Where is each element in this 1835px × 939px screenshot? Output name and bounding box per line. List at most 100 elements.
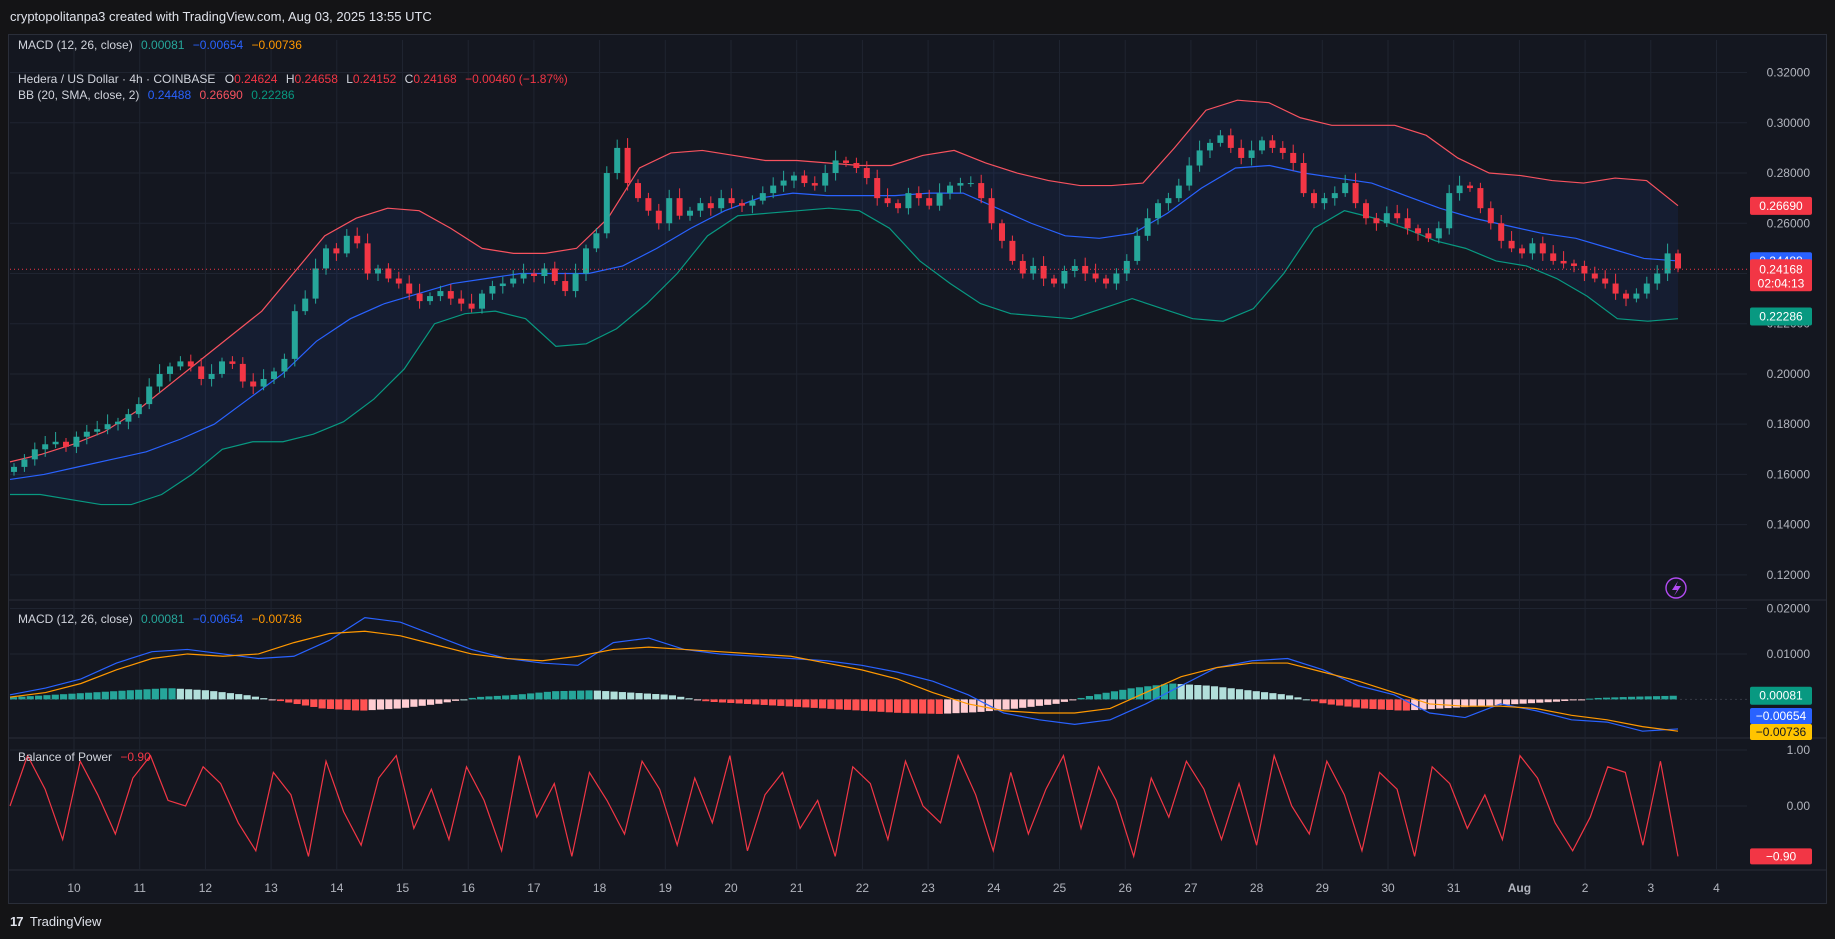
time-tick-label: 14	[330, 881, 344, 895]
candle-body	[531, 273, 537, 276]
time-tick-label: 27	[1184, 881, 1198, 895]
time-tick-label: 10	[67, 881, 81, 895]
bb-basis-value: 0.24488	[147, 88, 192, 102]
time-tick-label: 4	[1713, 881, 1720, 895]
price-pane[interactable]	[9, 99, 1747, 506]
candle-body	[895, 203, 901, 209]
macd-histogram-bar	[276, 699, 285, 702]
macd-histogram-bar	[26, 696, 34, 700]
candle-body	[1061, 270, 1068, 284]
macd-histogram-bar	[360, 699, 368, 711]
candle-body	[947, 185, 953, 194]
candle-body	[1019, 260, 1026, 274]
candle-body	[915, 193, 922, 199]
macd-histogram-bar	[1577, 699, 1586, 701]
bb-label: BB (20, SMA, close, 2)	[18, 88, 140, 102]
candle-body	[687, 210, 693, 216]
candle-body	[780, 180, 787, 186]
time-tick-label: 2	[1582, 881, 1589, 895]
bop-label: Balance of Power	[18, 750, 113, 764]
time-tick-label: 26	[1119, 881, 1133, 895]
macd-histogram-bar	[1210, 686, 1219, 700]
macd-histogram-bar	[810, 699, 818, 708]
macd-histogram-bar	[226, 693, 234, 700]
signal-line	[9, 630, 1679, 732]
candle-body	[593, 233, 600, 249]
price-axis: 0.320000.300000.280000.260000.240000.220…	[1767, 66, 1811, 813]
macd-histogram-bar	[960, 699, 968, 713]
macd-line-price-label-bg	[1750, 708, 1812, 724]
macd-histogram-bar	[326, 699, 335, 709]
macd-histogram-bar	[1044, 699, 1052, 705]
macd-histogram-bar	[1377, 699, 1385, 710]
macd-histogram-bar	[627, 692, 635, 700]
macd-histogram-bar	[869, 699, 877, 712]
alert-icon[interactable]	[1665, 577, 1687, 599]
macd-histogram-bar	[35, 695, 43, 700]
macd-histogram-bar	[610, 691, 618, 700]
candle-body	[42, 444, 49, 450]
candle-body	[697, 203, 704, 211]
macd-histogram-bar	[293, 699, 301, 705]
macd-legend[interactable]: MACD (12, 26, close) 0.00081 −0.00654 −0…	[18, 612, 307, 626]
macd-histogram-bar	[1060, 699, 1068, 702]
candle-body	[271, 371, 277, 379]
macd-histogram-bar	[844, 699, 852, 710]
macd-histogram-bar	[1152, 685, 1160, 700]
macd-histogram-bar	[1160, 684, 1169, 700]
candle-body	[811, 183, 818, 186]
candle-body	[1051, 278, 1057, 284]
candle-body	[1144, 218, 1151, 236]
macd-histogram-bar	[60, 694, 68, 700]
macd-histogram-bar	[193, 689, 201, 700]
top-macd-legend[interactable]: MACD (12, 26, close) 0.00081 −0.00654 −0…	[18, 38, 307, 52]
price-legend[interactable]: Hedera / US Dollar · 4h · COINBASE O0.24…	[18, 72, 573, 86]
candle-body	[957, 183, 964, 186]
time-tick-label: 22	[856, 881, 870, 895]
time-tick-label: 31	[1447, 881, 1461, 895]
candle-body	[239, 363, 246, 382]
macd-histogram-bar	[852, 699, 860, 711]
macd-histogram-bar	[1302, 699, 1310, 701]
candle-body	[1581, 265, 1588, 274]
candle-body	[250, 381, 257, 387]
bop-pane[interactable]	[9, 753, 1679, 859]
candle-body	[260, 378, 267, 387]
time-tick-label: 3	[1647, 881, 1654, 895]
time-tick-label: 30	[1381, 881, 1395, 895]
time-tick-label: 18	[593, 881, 607, 895]
time-tick-label: 23	[921, 881, 935, 895]
bop-legend[interactable]: Balance of Power −0.90	[18, 750, 156, 764]
close-label: C	[404, 72, 414, 86]
candle-body	[1623, 293, 1629, 299]
macd-histogram-bar	[1235, 689, 1244, 700]
candle-body	[822, 173, 829, 186]
macd-histogram-bar	[1294, 697, 1302, 700]
time-tick-label: 25	[1053, 881, 1067, 895]
macd-histogram-bar	[1019, 699, 1027, 708]
candle-body	[583, 248, 589, 274]
macd-label: MACD (12, 26, close)	[18, 612, 133, 626]
macd-histogram-bar	[1452, 699, 1460, 708]
candle-body	[499, 283, 506, 287]
macd-pane[interactable]	[9, 617, 1747, 732]
candle-body	[999, 223, 1005, 241]
time-tick-label: 29	[1316, 881, 1330, 895]
candle-body	[853, 162, 860, 168]
candle-body	[198, 366, 205, 379]
grid-lines	[8, 40, 1826, 871]
candle-body	[1248, 150, 1255, 158]
candle-body	[884, 198, 891, 204]
candle-body	[718, 198, 725, 209]
candle-body	[926, 198, 933, 206]
macd-histogram-bar	[527, 693, 535, 700]
bb-legend[interactable]: BB (20, SMA, close, 2) 0.24488 0.26690 0…	[18, 88, 300, 102]
candle-body	[1331, 193, 1338, 199]
macd-histogram-bar	[1511, 699, 1519, 705]
time-tick-label: Aug	[1508, 881, 1531, 895]
macd-histogram-bar	[994, 699, 1002, 711]
macd-histogram-bar	[185, 689, 193, 700]
price-tick-label: 0.20000	[1767, 367, 1811, 381]
signal-price-label: −0.00736	[1756, 725, 1807, 739]
